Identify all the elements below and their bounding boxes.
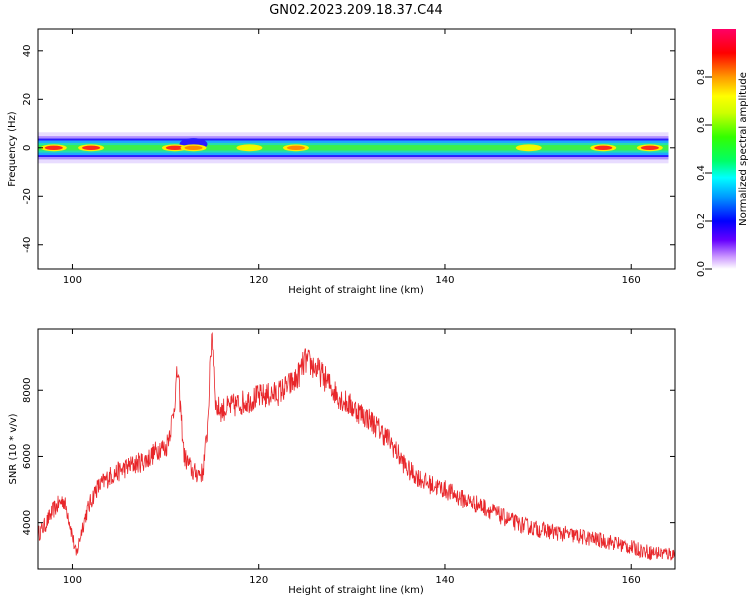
spectrogram-x-label: Height of straight line (km) [288, 285, 424, 296]
colorbar-gradient [712, 29, 736, 269]
colorbar-ticks: 0.0 0.2 0.4 0.6 0.8 [696, 69, 712, 277]
spectrogram-peak [286, 145, 305, 150]
snr-x-tick-label: 120 [249, 575, 268, 586]
spectrogram-x-tick-label: 160 [622, 275, 641, 286]
spectrogram-peak [184, 145, 203, 150]
snr-x-tick-label: 160 [622, 575, 641, 586]
spectrogram-peak [594, 145, 613, 150]
spectrogram-peak [44, 145, 63, 150]
snr-y-tick-label: 6000 [22, 444, 33, 469]
spectrogram-y-tick-label: -20 [22, 188, 33, 204]
snr-y-tick-label: 8000 [22, 378, 33, 403]
spectrogram-x-tick-label: 140 [435, 275, 454, 286]
spectrogram-peak [240, 145, 259, 150]
colorbar-tick-label: 0.2 [696, 213, 707, 229]
snr-x-tick-label: 140 [435, 575, 454, 586]
snr-x-ticks: 100 120 140 160 [63, 329, 641, 586]
spectrogram-x-ticks: 100 120 140 160 [63, 29, 641, 286]
snr-frame [37, 328, 676, 570]
colorbar-tick-label: 0.4 [696, 165, 707, 181]
spectrogram-y-tick-label: 20 [22, 93, 33, 106]
figure-title: GN02.2023.209.18.37.C44 [269, 3, 443, 18]
spectrogram-y-tick-label: 40 [22, 44, 33, 57]
spectrogram-panel: 100 120 140 160 40 20 0 -20 -40 Height of strai… [7, 28, 676, 296]
spectrogram-band-core [38, 145, 669, 151]
spectrogram-band [38, 132, 669, 164]
snr-x-label: Height of straight line (km) [288, 585, 424, 596]
spectrogram-peak [519, 145, 538, 150]
snr-series-line [38, 331, 675, 561]
colorbar-tick-label: 0.8 [696, 69, 707, 85]
spectrogram-peak [640, 145, 659, 150]
spectrogram-y-label: Frequency (Hz) [7, 111, 18, 187]
snr-panel: 100 120 140 160 4000 6000 8000 Height of stra… [8, 328, 676, 596]
spectrogram-peak [165, 145, 184, 150]
spectrogram-peaks [40, 144, 663, 152]
snr-plot-area [38, 329, 675, 569]
colorbar-label: Normalized spectral amplitude [738, 72, 749, 226]
spectrogram-x-tick-label: 100 [63, 275, 82, 286]
snr-y-tick-label: 4000 [22, 510, 33, 535]
snr-y-label: SNR (10 * v/v) [8, 413, 19, 484]
snr-y-ticks: 4000 6000 8000 [22, 378, 675, 535]
spectrogram-y-tick-label: 0 [22, 145, 33, 151]
colorbar: 0.0 0.2 0.4 0.6 0.8 Normalized spectral ampl… [696, 29, 749, 277]
colorbar-tick-label: 0.6 [696, 117, 707, 133]
snr-x-tick-label: 100 [63, 575, 82, 586]
spectrogram-peak [82, 145, 101, 150]
colorbar-tick-label: 0.0 [696, 261, 707, 277]
spectrogram-x-tick-label: 120 [249, 275, 268, 286]
spectrogram-y-tick-label: -40 [22, 237, 33, 253]
spectrogram-y-ticks: 40 20 0 -20 -40 [22, 44, 675, 253]
spectrogram-frame [37, 28, 676, 270]
